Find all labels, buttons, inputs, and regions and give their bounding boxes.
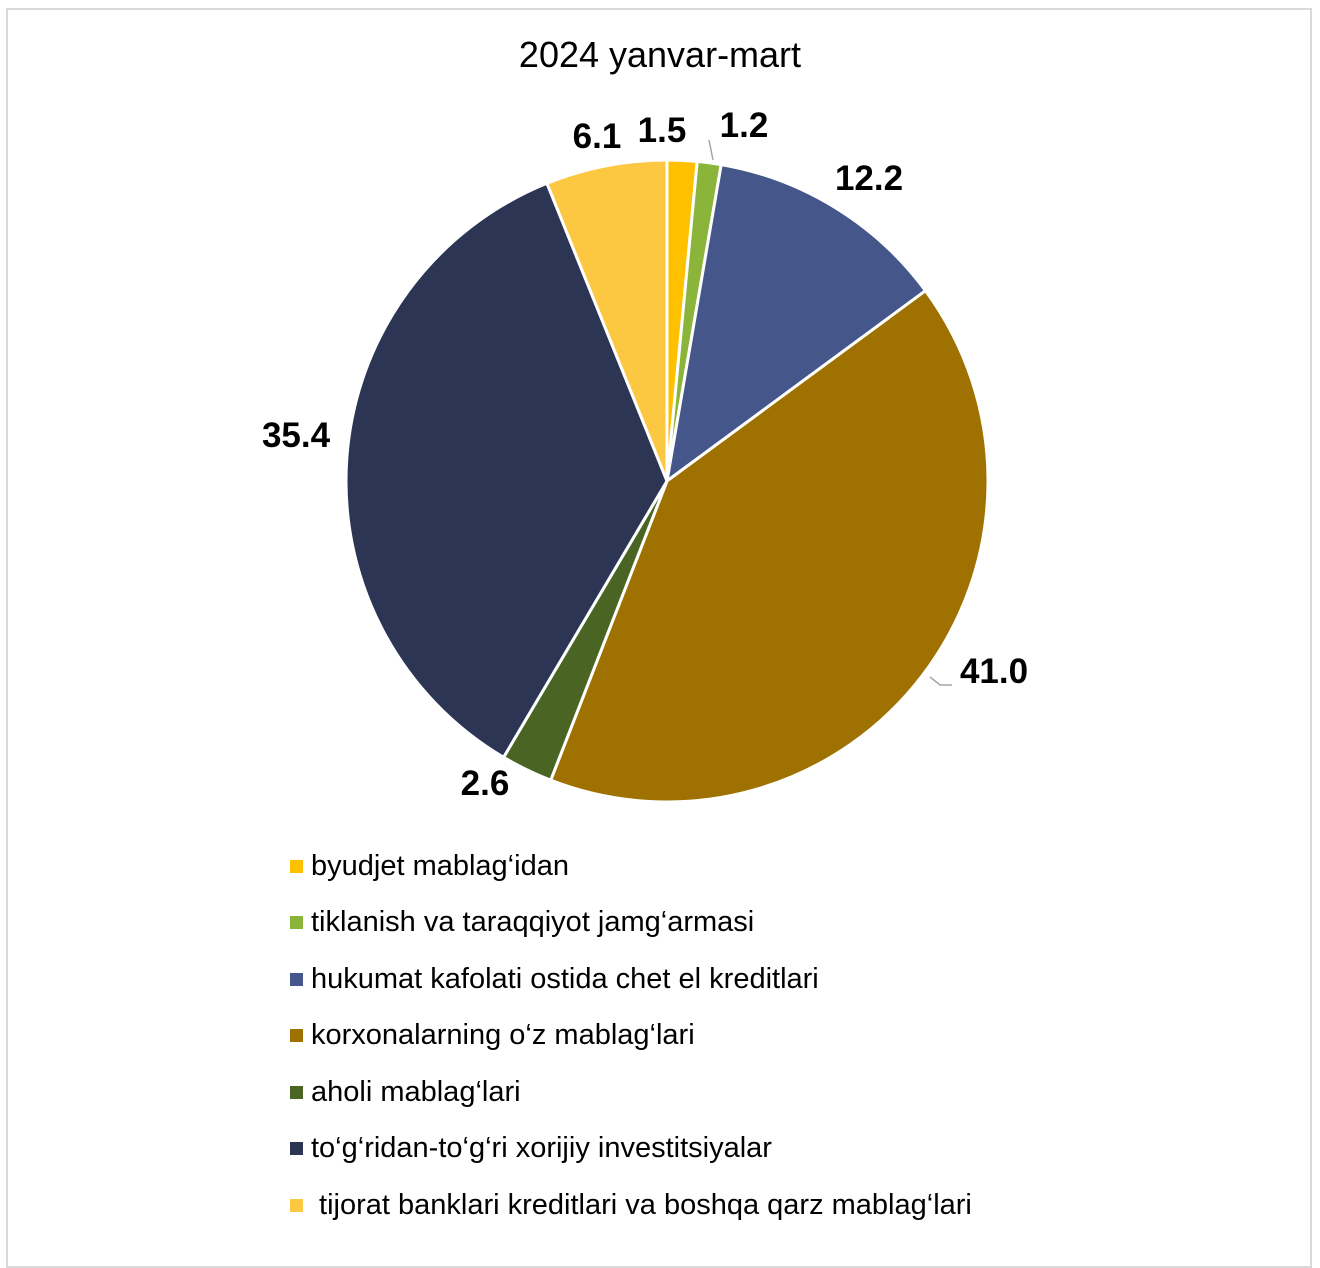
legend-swatch bbox=[290, 1198, 303, 1212]
pie-slice-3 bbox=[664, 162, 928, 485]
legend: byudjet mablag‘idan tiklanish va taraqqiy… bbox=[290, 838, 972, 1234]
legend-swatch bbox=[290, 1029, 303, 1043]
legend-swatch bbox=[290, 972, 303, 986]
data-label-5: 2.6 bbox=[461, 764, 510, 803]
legend-label: to‘g‘ridan-to‘g‘ri xorijiy investitsiyal… bbox=[311, 1132, 772, 1165]
data-label-7: 6.1 bbox=[573, 117, 622, 156]
data-label-1: 1.5 bbox=[638, 111, 687, 150]
legend-item-3: hukumat kafolati ostida chet el kreditla… bbox=[290, 951, 972, 1008]
legend-swatch bbox=[290, 916, 303, 930]
data-label-4: 41.0 bbox=[960, 652, 1028, 691]
legend-item-6: to‘g‘ridan-to‘g‘ri xorijiy investitsiyal… bbox=[290, 1121, 972, 1178]
pie-slice-7 bbox=[545, 158, 669, 482]
leader-line-4 bbox=[929, 676, 952, 686]
legend-item-5: aholi mablag‘lari bbox=[290, 1064, 972, 1121]
pie-slice-4 bbox=[548, 288, 990, 804]
legend-label: korxonalarning o‘z mablag‘lari bbox=[311, 1019, 695, 1052]
legend-label: hukumat kafolati ostida chet el kreditla… bbox=[311, 962, 819, 995]
legend-item-2: tiklanish va taraqqiyot jamg‘armasi bbox=[290, 895, 972, 952]
data-label-2: 1.2 bbox=[720, 106, 769, 145]
legend-label: tiklanish va taraqqiyot jamg‘armasi bbox=[311, 906, 755, 939]
legend-item-4: korxonalarning o‘z mablag‘lari bbox=[290, 1008, 972, 1065]
pie-slice-6 bbox=[344, 181, 669, 760]
legend-item-1: byudjet mablag‘idan bbox=[290, 838, 972, 895]
legend-label: tijorat banklari kreditlari va boshqa qa… bbox=[311, 1188, 972, 1221]
legend-swatch bbox=[290, 1085, 303, 1099]
chart-title: 2024 yanvar-mart bbox=[518, 34, 802, 75]
data-label-6: 35.4 bbox=[262, 416, 331, 455]
pie-chart: 1.5 1.2 12.2 41.0 2.6 35.4 6.1 bbox=[262, 106, 1028, 804]
legend-swatch bbox=[290, 859, 303, 873]
legend-label: aholi mablag‘lari bbox=[311, 1075, 521, 1108]
data-label-3: 12.2 bbox=[835, 159, 903, 198]
legend-swatch bbox=[290, 1142, 303, 1156]
legend-item-7: tijorat banklari kreditlari va boshqa qa… bbox=[290, 1177, 972, 1234]
leader-line-2 bbox=[708, 139, 714, 161]
legend-label: byudjet mablag‘idan bbox=[311, 849, 569, 882]
